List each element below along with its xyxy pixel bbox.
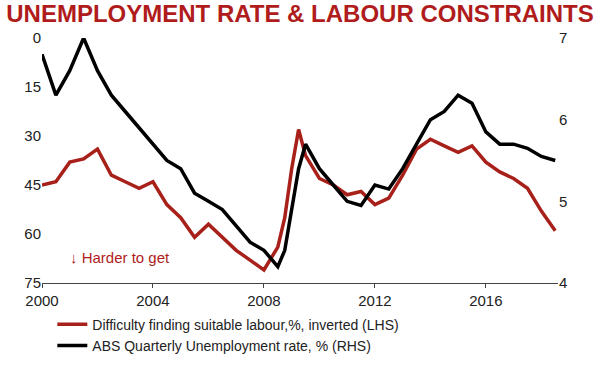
svg-text:45: 45 (24, 176, 41, 193)
svg-text:2016: 2016 (469, 292, 502, 309)
svg-text:30: 30 (24, 127, 41, 144)
svg-text:2012: 2012 (358, 292, 391, 309)
svg-text:75: 75 (24, 274, 41, 291)
svg-text:2004: 2004 (136, 292, 169, 309)
svg-text:7: 7 (559, 29, 567, 46)
svg-text:60: 60 (24, 225, 41, 242)
svg-text:5: 5 (559, 193, 567, 210)
svg-text:↓ Harder to get: ↓ Harder to get (70, 249, 170, 266)
svg-text:ABS Quarterly Unemployment rat: ABS Quarterly Unemployment rate, % (RHS) (92, 338, 371, 354)
svg-text:6: 6 (559, 111, 567, 128)
svg-text:UNEMPLOYMENT RATE & LABOUR CON: UNEMPLOYMENT RATE & LABOUR CONSTRAINTS (6, 0, 594, 27)
svg-text:2008: 2008 (247, 292, 280, 309)
svg-text:Difficulty finding suitable la: Difficulty finding suitable labour,%, in… (92, 317, 398, 333)
svg-text:2000: 2000 (25, 292, 58, 309)
svg-text:15: 15 (24, 78, 41, 95)
svg-text:0: 0 (33, 29, 41, 46)
svg-text:4: 4 (559, 274, 567, 291)
